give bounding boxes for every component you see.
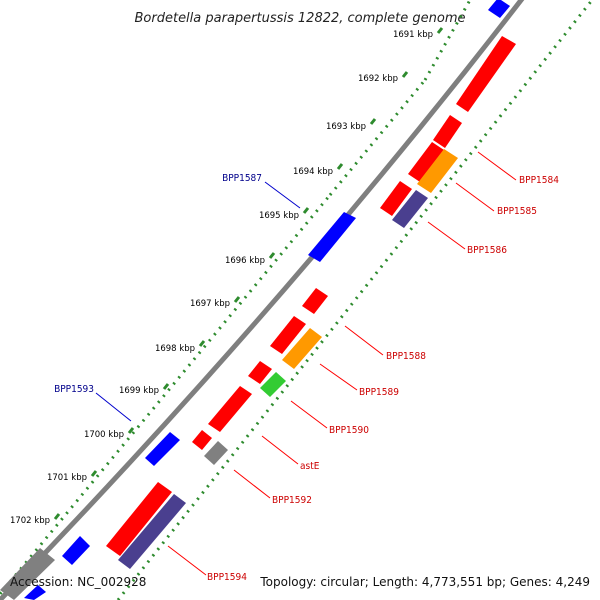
tick-label: 1701 kbp	[47, 473, 87, 483]
gene-label-aste[interactable]: astE	[300, 461, 320, 472]
tick-mark	[401, 71, 409, 78]
leader-line	[95, 392, 132, 422]
accession-text: Accession: NC_002928	[10, 575, 146, 589]
tick-label: 1698 kbp	[155, 344, 195, 354]
gene-label-bpp1588[interactable]: BPP1588	[386, 351, 426, 362]
tick-label: 1694 kbp	[293, 167, 333, 177]
forward-genes	[0, 0, 510, 600]
tick-mark	[53, 513, 61, 520]
tick-label: 1699 kbp	[119, 386, 159, 396]
gene-feature-aste[interactable]	[192, 430, 212, 450]
gene-feature-bpp1593[interactable]	[145, 432, 180, 466]
leader-line	[427, 221, 466, 250]
outer-ruler-dots-lower	[0, 194, 332, 597]
gene-feature[interactable]	[433, 115, 462, 148]
gene-feature[interactable]	[488, 0, 510, 18]
tick-label: 1702 kbp	[10, 516, 50, 526]
gene-feature-bpp1592[interactable]	[204, 441, 228, 465]
tick-label: 1695 kbp	[259, 211, 299, 221]
tick-label: 1696 kbp	[225, 256, 265, 266]
leader-line	[233, 469, 271, 499]
leader-line	[167, 545, 207, 576]
gene-feature-bpp1586[interactable]	[392, 190, 428, 228]
gene-label-bpp1594[interactable]: BPP1594	[207, 572, 247, 583]
gene-feature-bpp1588[interactable]	[302, 288, 328, 314]
leader-line	[261, 435, 299, 465]
gene-labels: BPP1587 BPP1593 BPP1584 BPP1585 BPP1586 …	[54, 173, 559, 583]
gene-feature[interactable]	[106, 482, 172, 556]
gene-label-bpp1592[interactable]: BPP1592	[272, 495, 312, 506]
kbp-labels: 1691 kbp 1692 kbp 1693 kbp 1694 kbp 1695…	[10, 30, 433, 526]
leader-line	[344, 325, 384, 356]
gene-feature-bpp1594[interactable]	[118, 494, 186, 569]
gene-feature[interactable]	[208, 386, 252, 432]
tick-label: 1692 kbp	[358, 74, 398, 84]
tick-mark	[162, 383, 170, 390]
tick-label: 1691 kbp	[393, 30, 433, 40]
gene-label-bpp1585[interactable]: BPP1585	[497, 206, 537, 217]
gene-feature-bpp1585[interactable]	[417, 149, 458, 193]
tick-mark	[436, 27, 444, 34]
tick-mark	[198, 340, 206, 347]
gene-label-bpp1586[interactable]: BPP1586	[467, 245, 507, 256]
tick-marks	[53, 27, 444, 520]
reverse-genes	[106, 36, 516, 569]
leader-line	[290, 400, 328, 429]
genome-backbone	[0, 0, 525, 600]
gene-label-bpp1584[interactable]: BPP1584	[519, 175, 559, 186]
gene-feature[interactable]	[62, 536, 90, 565]
leader-line	[319, 363, 358, 391]
leader-line	[264, 181, 301, 209]
gene-feature[interactable]	[270, 316, 306, 354]
gene-feature-bpp1587[interactable]	[308, 212, 356, 262]
gene-feature[interactable]	[380, 181, 412, 216]
gene-feature[interactable]	[408, 142, 444, 182]
leader-line	[455, 182, 495, 212]
tick-mark	[268, 252, 276, 259]
tick-mark	[233, 296, 241, 303]
leader-line	[477, 151, 517, 181]
gene-label-bpp1590[interactable]: BPP1590	[329, 425, 369, 436]
inner-leader-lines	[167, 151, 517, 576]
tick-label: 1700 kbp	[84, 430, 124, 440]
gene-feature[interactable]	[0, 548, 55, 600]
tick-mark	[302, 207, 310, 214]
tick-mark	[127, 427, 135, 434]
gene-label-bpp1593[interactable]: BPP1593	[54, 384, 94, 395]
tick-label: 1693 kbp	[326, 122, 366, 132]
tick-label: 1697 kbp	[190, 299, 230, 309]
gene-feature[interactable]	[24, 585, 46, 600]
tick-mark	[336, 163, 344, 170]
gene-label-bpp1587[interactable]: BPP1587	[222, 173, 262, 184]
gene-feature-bpp1589[interactable]	[282, 328, 322, 369]
inner-ruler-dots	[116, 0, 595, 600]
tick-mark	[90, 470, 98, 477]
outer-ruler-dots	[328, 79, 427, 196]
gene-feature-bpp1590[interactable]	[260, 372, 286, 397]
tick-mark	[369, 118, 377, 125]
gene-feature[interactable]	[248, 361, 272, 384]
genome-stats: Topology: circular; Length: 4,773,551 bp…	[259, 575, 590, 589]
gene-label-bpp1589[interactable]: BPP1589	[359, 387, 399, 398]
gene-feature[interactable]	[456, 36, 516, 112]
map-title: Bordetella parapertussis 12822, complete…	[135, 11, 466, 26]
outer-leader-lines	[95, 181, 301, 422]
